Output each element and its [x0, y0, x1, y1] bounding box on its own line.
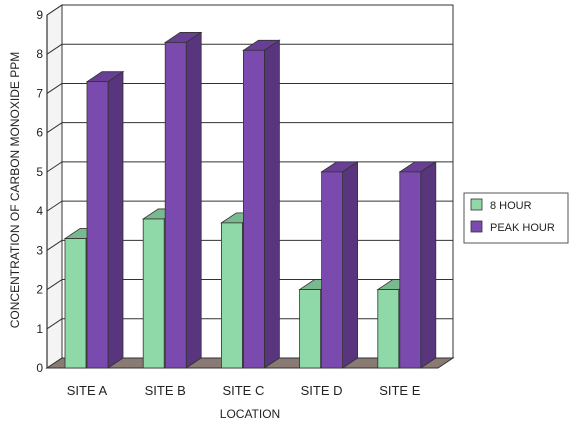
- legend-swatch: [470, 198, 483, 211]
- bar: [321, 171, 344, 369]
- bar: [164, 42, 187, 369]
- bar-side: [342, 161, 359, 369]
- bar: [299, 289, 322, 369]
- y-axis-title: CONCENTRATION OF CARBON MONOXIDE PPM: [8, 52, 22, 328]
- x-tick-label: SITE A: [67, 383, 108, 398]
- bar-side: [185, 31, 202, 369]
- bar-side: [107, 70, 124, 369]
- legend-label: 8 HOUR: [490, 200, 532, 212]
- grid-line: [46, 279, 63, 290]
- y-tick-label: 1: [36, 322, 43, 336]
- x-tick-label: SITE B: [145, 383, 186, 398]
- x-tick-label: SITE C: [222, 383, 264, 398]
- y-tick-label: 5: [36, 165, 43, 179]
- grid-line: [46, 161, 63, 173]
- grid-line: [46, 239, 63, 251]
- y-tick-label: 8: [36, 47, 43, 61]
- bar-side: [420, 161, 437, 369]
- grid-line: [46, 200, 63, 212]
- y-tick-label: 3: [36, 243, 43, 257]
- grid-line: [46, 318, 63, 330]
- grid-line: [46, 4, 63, 16]
- legend: 8 HOUR PEAK HOUR: [463, 192, 569, 244]
- y-tick-label: 9: [36, 8, 43, 22]
- grid-line: [46, 122, 63, 134]
- bar: [86, 81, 109, 369]
- bar: [142, 218, 165, 369]
- x-tick-label: SITE D: [301, 383, 343, 398]
- bar: [377, 289, 400, 369]
- y-tick-label: 4: [36, 204, 43, 218]
- bar: [399, 171, 422, 369]
- side-wall: [46, 4, 63, 369]
- y-tick-label: 2: [36, 283, 43, 297]
- grid-line: [46, 43, 63, 55]
- bar: [220, 222, 243, 369]
- bar: [64, 238, 87, 369]
- legend-label: PEAK HOUR: [490, 222, 555, 234]
- y-tick-label: 0: [36, 361, 43, 375]
- grid-line: [46, 83, 63, 94]
- y-tick-label: 6: [36, 126, 43, 140]
- y-tick-label: 7: [36, 86, 43, 100]
- bar: [242, 49, 265, 369]
- bar-side: [263, 39, 280, 369]
- x-tick-label: SITE E: [379, 383, 421, 398]
- legend-swatch: [470, 220, 483, 233]
- x-axis-title: LOCATION: [220, 407, 280, 421]
